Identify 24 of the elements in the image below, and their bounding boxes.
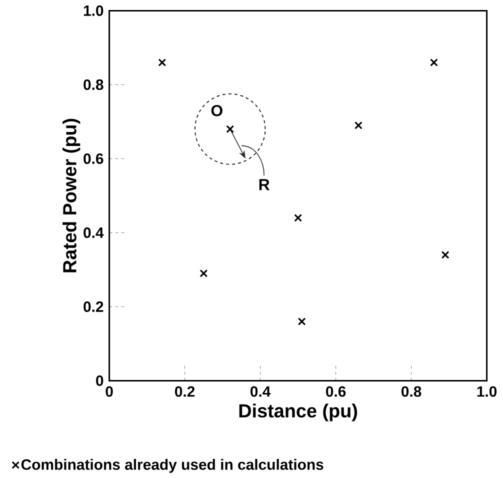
y-tick-label: 0.8 <box>84 79 104 90</box>
y-axis-title: Rated Power (pu) <box>62 118 80 272</box>
annotation: O <box>211 104 222 116</box>
point <box>441 250 450 259</box>
point <box>158 58 166 66</box>
y-tick-label: 0 <box>96 375 104 386</box>
x-tick-label: 1.0 <box>477 386 497 397</box>
legend-label: Combinations already used in calculations <box>21 458 324 473</box>
x-tick-label: 0.8 <box>402 386 422 397</box>
y-tick-label: 0.2 <box>84 301 104 312</box>
x-tick-label: 0 <box>106 386 113 397</box>
x-axis-title: Distance (pu) <box>239 404 358 422</box>
x-tick-label: 0.2 <box>175 386 195 397</box>
x-tick-label: 0.4 <box>250 386 271 397</box>
point <box>354 121 362 130</box>
point <box>200 269 208 278</box>
annotation: R <box>259 179 270 190</box>
point <box>430 58 438 66</box>
y-tick-label: 1.0 <box>84 5 104 16</box>
point <box>298 318 306 326</box>
y-tick-label: 0.6 <box>84 153 104 164</box>
x-tick-label: 0.6 <box>326 386 346 397</box>
y-tick-label: 0.4 <box>84 227 104 238</box>
point <box>294 214 302 222</box>
